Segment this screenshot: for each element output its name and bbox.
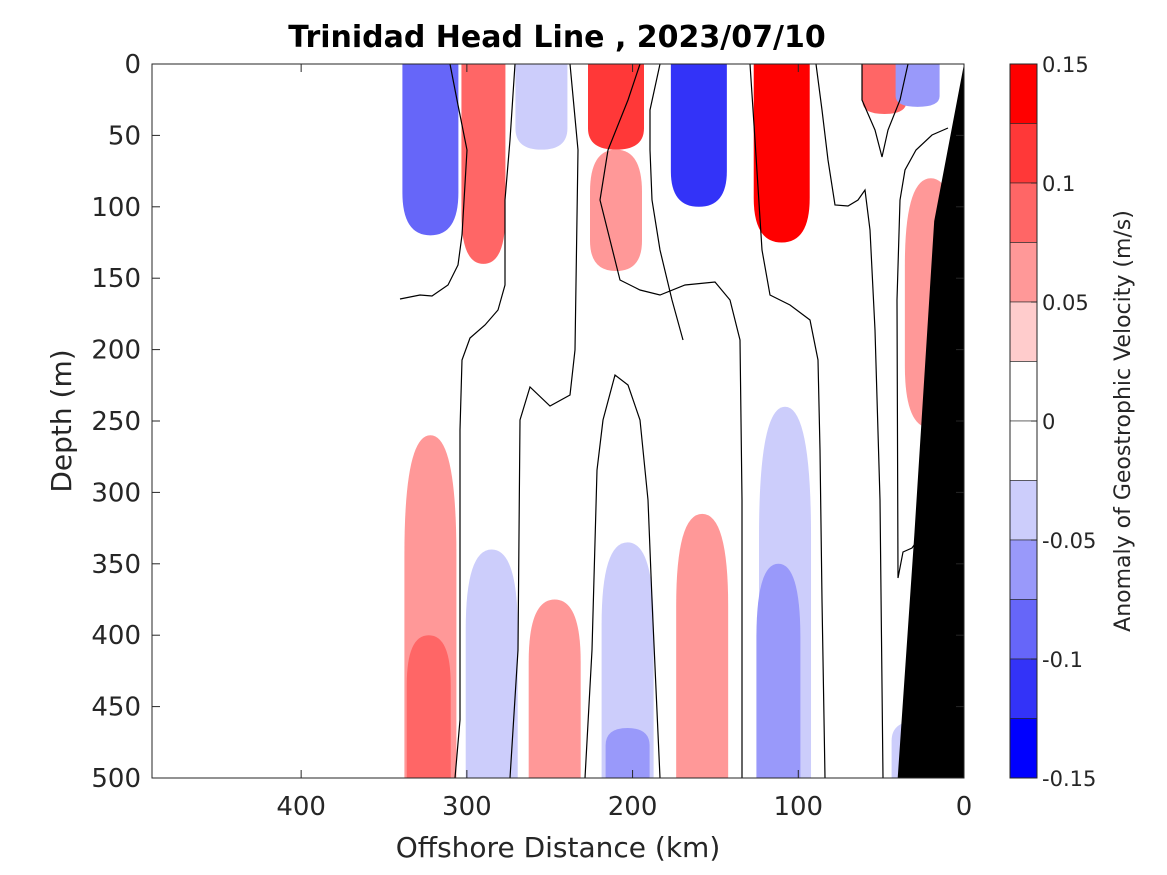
y-tick-labels: 0 50 100 150 200 250 300 350 400 450 500	[91, 50, 141, 794]
velocity-lobe	[528, 599, 581, 778]
colorbar-block	[1009, 242, 1038, 303]
y-tick-label: 100	[91, 193, 141, 223]
velocity-lobe	[601, 542, 654, 778]
colorbar-blocks	[1009, 63, 1038, 779]
zero-contour	[649, 64, 684, 341]
velocity-lobe	[461, 64, 506, 264]
colorbar-tick-label: -0.05	[1042, 529, 1096, 553]
colorbar-tick-label: 0.1	[1042, 172, 1075, 196]
zero-contour	[454, 64, 516, 778]
zero-contour	[599, 64, 743, 778]
velocity-lobe	[515, 64, 568, 150]
y-tick-label: 400	[91, 621, 141, 651]
colorbar-tick-label: 0	[1042, 410, 1055, 434]
x-tick-label: 100	[773, 792, 823, 822]
velocity-lobe	[588, 64, 644, 150]
x-tick-label: 200	[608, 792, 658, 822]
zero-contour	[861, 64, 909, 158]
x-tick-labels: 400 300 200 100 0	[276, 792, 972, 822]
colorbar-block	[1009, 718, 1038, 779]
x-axis-label: Offshore Distance (km)	[396, 831, 721, 864]
zero-contour	[815, 64, 884, 778]
y-tick-label: 0	[124, 50, 141, 80]
velocity-lobe	[753, 64, 810, 243]
colorbar-block	[1009, 480, 1038, 541]
colorbar-block	[1009, 123, 1038, 184]
y-tick-label: 200	[91, 336, 141, 366]
y-tick-label: 250	[91, 407, 141, 437]
velocity-lobe	[756, 563, 801, 778]
colorbar-block	[1009, 182, 1038, 243]
zero-contour	[399, 64, 468, 300]
velocity-lobe	[465, 549, 518, 778]
velocity-lobe	[515, 171, 568, 264]
colorbar-label: Anomaly of Geostrophic Velocity (m/s)	[1111, 210, 1136, 632]
x-tick-label: 300	[442, 792, 492, 822]
colorbar-tick-label: 0.15	[1042, 53, 1089, 77]
y-tick-label: 500	[91, 764, 141, 794]
chart-title: Trinidad Head Line , 2023/07/10	[288, 20, 825, 55]
x-tick-label: 400	[276, 792, 326, 822]
zero-contour	[584, 373, 661, 778]
velocity-lobe	[862, 64, 907, 114]
colorbar-block	[1009, 539, 1038, 600]
zero-contour	[509, 64, 579, 778]
colorbar-block	[1009, 301, 1038, 362]
colorbar-tick-label: 0.05	[1042, 291, 1089, 315]
axis-ticks	[152, 63, 965, 779]
colorbar-block	[1009, 658, 1038, 719]
y-tick-label: 350	[91, 550, 141, 580]
y-tick-label: 150	[91, 264, 141, 294]
y-tick-label: 300	[91, 478, 141, 508]
velocity-lobe	[822, 64, 874, 150]
colorbar-ticks: 0.15 0.1 0.05 0 -0.05 -0.1 -0.15	[1031, 53, 1096, 791]
colorbar-block	[1009, 63, 1038, 124]
y-tick-label: 50	[108, 121, 141, 151]
colorbar-block	[1009, 599, 1038, 660]
colorbar-tick-label: -0.1	[1042, 648, 1083, 672]
colorbar-tick-label: -0.15	[1042, 767, 1096, 791]
velocity-lobe	[676, 513, 729, 778]
velocity-lobe	[670, 64, 727, 207]
x-tick-label: 0	[956, 792, 973, 822]
seafloor-bathymetry	[897, 64, 964, 778]
colorbar-block	[1009, 420, 1038, 481]
zero-contour	[749, 64, 826, 778]
velocity-lobe	[590, 149, 642, 272]
velocity-lobe	[406, 635, 451, 778]
y-tick-label: 450	[91, 693, 141, 723]
velocity-lobe	[402, 64, 459, 236]
plot-area: 400 300 200 100 0 0 50 100 150 200 250 300 350 400 45…	[91, 50, 972, 822]
y-axis-label: Depth (m)	[45, 349, 78, 492]
colorbar-block	[1009, 361, 1038, 422]
colorbar: 0.15 0.1 0.05 0 -0.05 -0.1 -0.15 Anomaly of Ge…	[1009, 53, 1136, 791]
velocity-lobe	[605, 728, 650, 778]
velocity-lobe	[895, 64, 940, 107]
